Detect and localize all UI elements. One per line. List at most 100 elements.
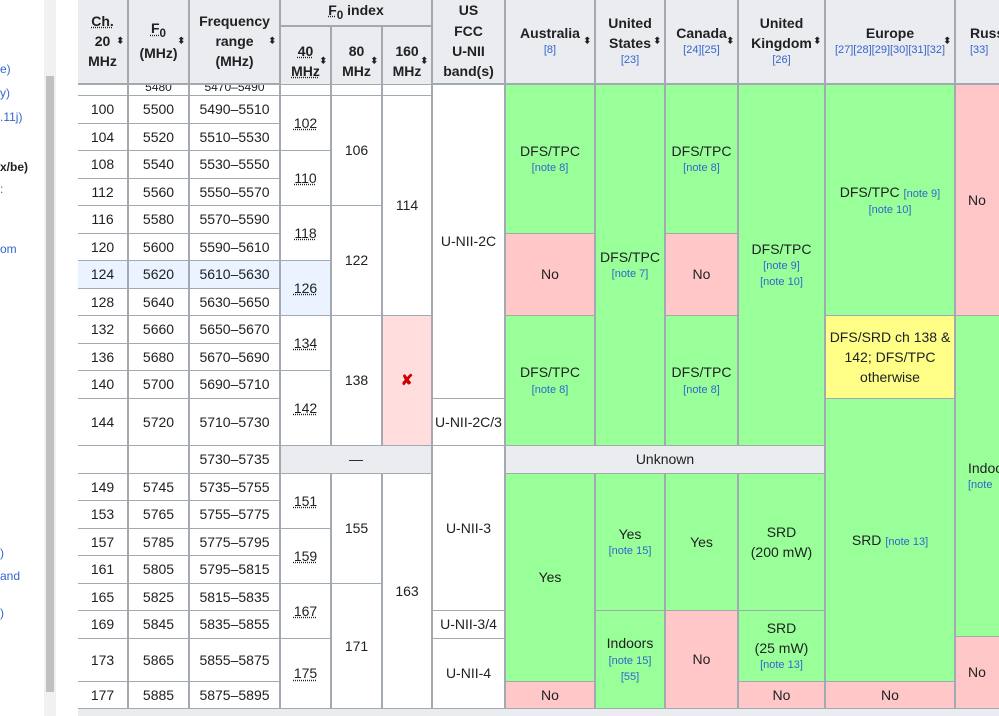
f0-index-label: index [343, 1, 384, 18]
toc-link[interactable]: ) [0, 606, 4, 620]
channel-number: 140 [90, 376, 115, 393]
col-header-russia[interactable]: Russi [33] [955, 0, 999, 84]
frequency-range-value: 5650–5670 [199, 321, 270, 338]
toc-link[interactable]: ) [0, 546, 4, 560]
frequency-range-cell: 5855–5875 [189, 638, 280, 682]
toc-link[interactable]: : [0, 182, 4, 196]
footnote-link[interactable]: [note 8] [683, 162, 720, 175]
fcc-band-label: U-NII-2C [440, 233, 497, 250]
us-header-line1: United [608, 14, 652, 31]
footnote-link[interactable]: [note 15] [608, 654, 652, 667]
col-header-f0[interactable]: F0 (MHz) ⬍ [128, 0, 189, 84]
frequency-range-cell: 5610–5630 [189, 260, 280, 289]
europe-status-cell: No [825, 681, 955, 709]
sort-icon[interactable]: ⬍ [943, 35, 951, 46]
toc-link[interactable]: om [0, 242, 17, 256]
sort-icon[interactable]: ⬍ [813, 35, 821, 46]
f0-cell: 5500 [128, 95, 189, 124]
sort-icon[interactable]: ⬍ [177, 35, 185, 46]
channel-number: 169 [90, 616, 115, 633]
sort-icon[interactable]: ⬍ [319, 55, 327, 66]
frequency-range-value: 5550–5570 [199, 183, 270, 200]
channel-cell: 165 [78, 583, 128, 611]
freq-header-line3: (MHz) [215, 53, 254, 70]
australia-header-ref[interactable]: [8] [543, 44, 557, 57]
mhz40-header-unit: MHz [291, 63, 320, 79]
channel-table: Ch. 20 MHz ⬍ F0 (MHz) ⬍ Frequency range … [78, 0, 999, 716]
canada-status-cell: No [665, 610, 738, 709]
frequency-range-value: 5855–5875 [199, 651, 270, 668]
index-40mhz-cell: 102 [280, 95, 331, 151]
channel-cell: 169 [78, 610, 128, 639]
footnote-link[interactable]: [note 13] [885, 535, 929, 548]
sidebar-scrollbar-thumb[interactable] [46, 76, 54, 692]
index-80mhz-cell: 171 [331, 583, 382, 709]
fcc-band-label: U-NII-3 [445, 519, 492, 536]
russia-header-ref[interactable]: [33] [970, 44, 989, 57]
f0-index-subscript: 0 [336, 8, 344, 22]
mhz160-header-value: 160 [395, 42, 419, 59]
f0-header-symbol: F [150, 20, 160, 37]
footnote-link[interactable]: [note 10] [760, 276, 803, 289]
toc-link[interactable]: e) [0, 62, 11, 76]
toc-link[interactable]: x/be) [0, 160, 29, 174]
footnote-link[interactable]: [note [968, 479, 993, 492]
footnote-link[interactable]: [note 8] [531, 383, 569, 396]
us-header-ref[interactable]: [23] [620, 54, 640, 67]
footnote-link[interactable]: [note 10] [868, 203, 912, 216]
index-80mhz-value: 155 [344, 520, 369, 537]
channel-cell: 132 [78, 315, 128, 344]
sort-icon[interactable]: ⬍ [370, 55, 378, 66]
toc-link[interactable]: and [0, 569, 21, 583]
russia-status-cell: No [955, 84, 999, 316]
frequency-range-value: 5690–5710 [199, 376, 270, 393]
col-header-channel[interactable]: Ch. 20 MHz ⬍ [78, 0, 128, 84]
fcc-band-cell: U-NII-4 [432, 638, 505, 709]
index-40mhz-cell: 126 [280, 260, 331, 316]
footnote-link[interactable]: [55] [620, 670, 640, 683]
fcc-band-label: U-NII-2C/3 [435, 413, 502, 430]
footnote-link[interactable]: [note 9] [903, 187, 941, 200]
sort-icon[interactable]: ⬍ [726, 35, 734, 46]
united-kingdom-status-cell: DFS/TPC [note 9] [note 10] [738, 84, 825, 446]
index-40mhz-value: 151 [293, 492, 318, 509]
col-header-united-kingdom[interactable]: United Kingdom [26] ⬍ [738, 0, 825, 84]
toc-link[interactable]: y) [0, 86, 10, 100]
footnote-link[interactable]: [note 15] [608, 545, 652, 558]
channel-number: 128 [90, 293, 115, 310]
footnote-link[interactable]: [note 13] [760, 659, 803, 672]
status-text: DFS/TPC [520, 142, 580, 159]
channel-cell: 136 [78, 343, 128, 371]
col-header-f0-index: F0 index [280, 0, 432, 26]
status-text: SRD [851, 531, 882, 548]
f0-cell: 5580 [128, 205, 189, 234]
channel-cell: 153 [78, 500, 128, 529]
sort-icon[interactable]: ⬍ [653, 35, 661, 46]
f0-value: 5540 [142, 156, 175, 173]
index-80mhz-value: 122 [344, 252, 369, 269]
col-header-europe[interactable]: Europe [27][28][29][30][31][32] ⬍ [825, 0, 955, 84]
status-text: No [968, 664, 986, 681]
sort-icon[interactable]: ⬍ [420, 55, 428, 66]
f0-value: 5865 [142, 651, 175, 668]
frequency-range-cell: 5590–5610 [189, 233, 280, 261]
footnote-link[interactable]: [note 8] [531, 162, 569, 175]
canada-header-ref[interactable]: [24][25] [683, 44, 720, 57]
toc-link[interactable]: .11j) [0, 110, 23, 124]
europe-header-ref[interactable]: [27][28][29][30][31][32] [834, 44, 946, 57]
col-header-australia[interactable]: Australia [8] ⬍ [505, 0, 595, 84]
col-header-frequency-range[interactable]: Frequency range (MHz) ⬍ [189, 0, 280, 84]
footnote-link[interactable]: [note 9] [763, 260, 800, 273]
footnote-link[interactable]: [note 8] [683, 383, 720, 396]
uk-header-ref[interactable]: [26] [772, 54, 791, 67]
sort-icon[interactable]: ⬍ [116, 35, 124, 46]
channel-header-line2: 20 [94, 32, 111, 49]
col-header-united-states[interactable]: United States [23] ⬍ [595, 0, 665, 84]
f0-value: 5500 [142, 101, 175, 118]
united-kingdom-status-cell: No [738, 681, 825, 709]
sort-icon[interactable]: ⬍ [583, 35, 591, 46]
sort-icon[interactable]: ⬍ [268, 35, 276, 46]
united-kingdom-status-cell: SRD (25 mW) [note 13] [738, 610, 825, 682]
col-header-canada[interactable]: Canada [24][25] ⬍ [665, 0, 738, 84]
footnote-link[interactable]: [note 7] [611, 268, 649, 281]
